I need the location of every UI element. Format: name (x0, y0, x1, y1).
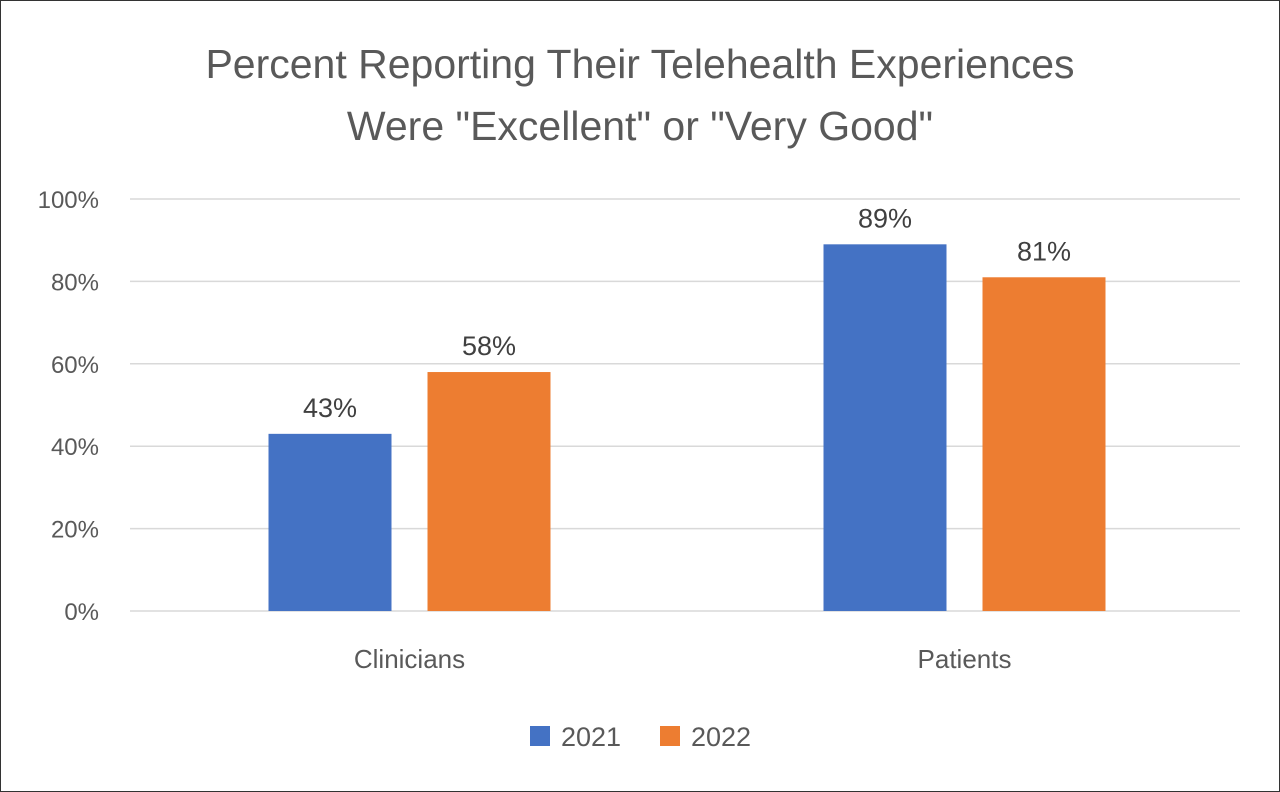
bar-patients-2021 (823, 244, 947, 611)
y-tick-label: 100% (38, 187, 99, 214)
data-label: 89% (858, 203, 912, 233)
y-tick-label: 80% (51, 269, 99, 296)
data-label: 81% (1017, 236, 1071, 266)
bar-clinicians-2021 (268, 433, 392, 611)
y-tick-label: 0% (64, 599, 99, 626)
data-label: 58% (462, 331, 516, 361)
x-category-label: Patients (918, 644, 1012, 674)
x-category-label: Clinicians (354, 644, 465, 674)
legend-label-2022: 2022 (691, 722, 751, 752)
chart-title-line-1: Percent Reporting Their Telehealth Exper… (205, 41, 1074, 87)
legend-label-2021: 2021 (561, 722, 621, 752)
y-tick-label: 40% (51, 434, 99, 461)
y-tick-label: 20% (51, 517, 99, 544)
chart-title-line-2: Were "Excellent" or "Very Good" (347, 103, 933, 149)
bar-patients-2022 (982, 277, 1106, 611)
legend-swatch-2021 (530, 726, 550, 746)
bar-clinicians-2022 (427, 372, 551, 611)
legend-swatch-2022 (660, 726, 680, 746)
y-tick-label: 60% (51, 352, 99, 379)
data-label: 43% (303, 393, 357, 423)
